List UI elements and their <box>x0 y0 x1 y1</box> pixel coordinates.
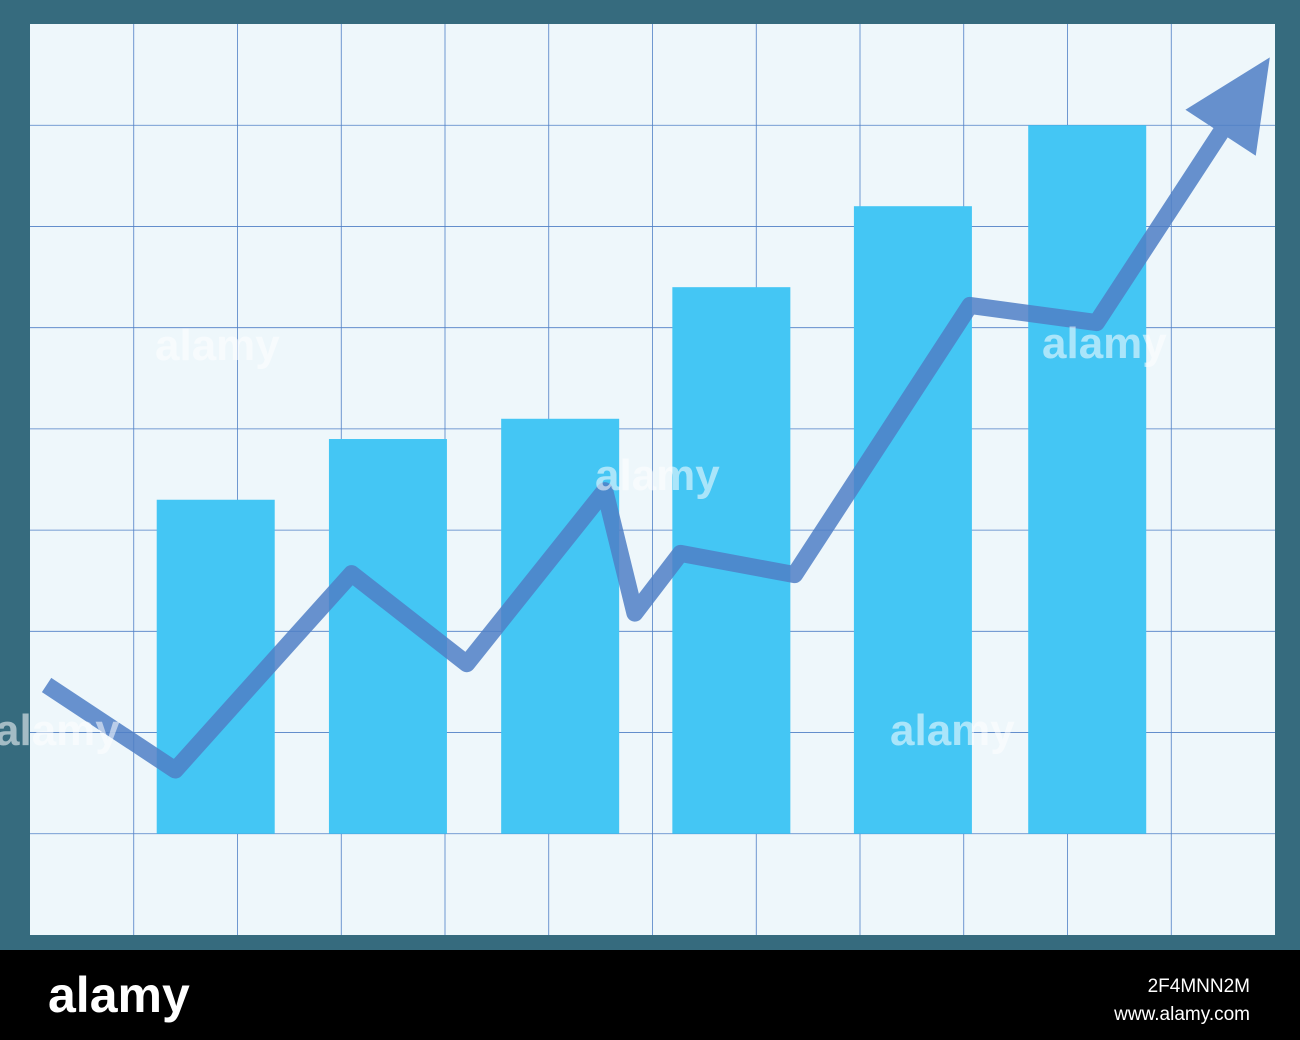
trend-line-group <box>41 57 1270 779</box>
footer-logo: alamy <box>48 967 190 1023</box>
arrow-head <box>1185 57 1270 156</box>
marks <box>41 57 1270 834</box>
watermark: alamy <box>155 321 280 370</box>
watermark: alamy <box>0 706 120 755</box>
bar <box>1028 125 1147 834</box>
footer-url: www.alamy.com <box>1113 1004 1250 1025</box>
watermark: alamy <box>1042 319 1167 368</box>
watermark: alamy <box>595 451 720 500</box>
image-id: 2F4MNN2M <box>1148 976 1250 997</box>
footer-band <box>0 950 1300 1040</box>
watermark: alamy <box>890 706 1015 755</box>
bar <box>853 206 972 834</box>
trend-line <box>41 102 1245 779</box>
